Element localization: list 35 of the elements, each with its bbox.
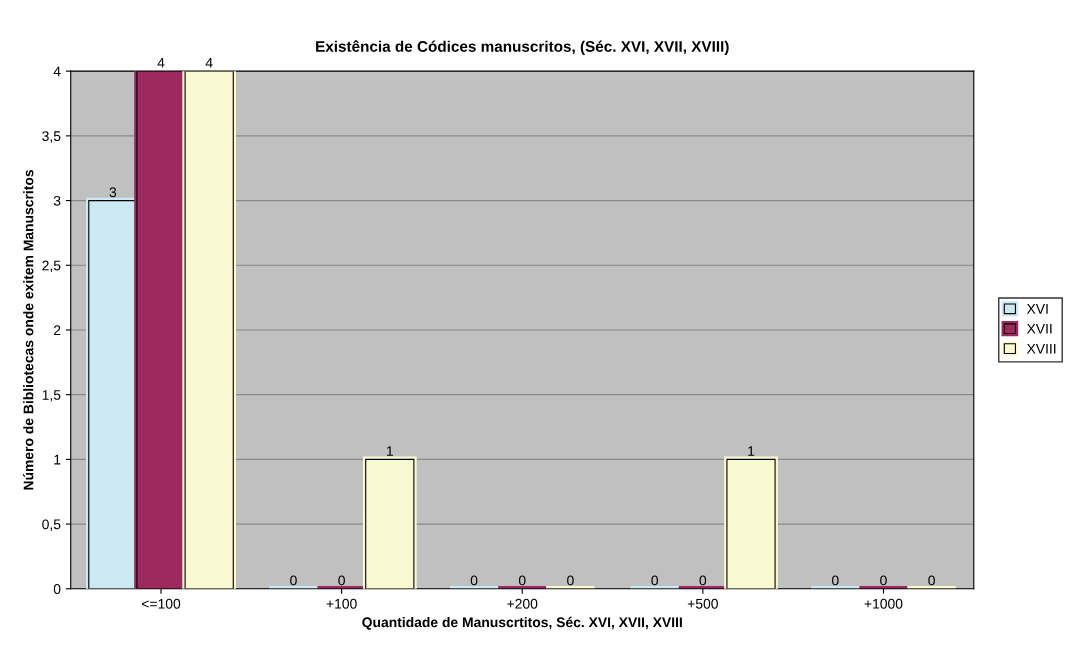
data-label: 0 — [928, 575, 935, 586]
data-label: 0 — [290, 575, 297, 586]
legend-label: XVII — [1026, 324, 1052, 334]
x-tick-label: +100 — [326, 598, 357, 609]
data-label: 4 — [157, 58, 165, 68]
y-tick-label: 1 — [54, 454, 61, 465]
legend-label: XVI — [1026, 304, 1048, 314]
x-tick-label: +200 — [507, 598, 538, 609]
chart-title: Existência de Códices manuscritos, (Séc. XVI, XVII, XVIII) — [316, 40, 729, 55]
data-label: 4 — [205, 58, 213, 68]
y-tick-label: 3,5 — [42, 131, 61, 143]
x-axis-title: Quantidade de Manuscrtitos, Séc. XVI, XVII, XVIII — [362, 616, 682, 630]
data-label: 1 — [386, 446, 393, 456]
y-axis-title: Número de Bibliotecas onde exitem Manuscritos — [23, 170, 34, 490]
data-label: 0 — [470, 575, 478, 586]
y-tick-label: 4 — [53, 66, 61, 77]
data-label: 0 — [880, 575, 887, 586]
x-tick-label: +500 — [687, 598, 718, 609]
y-tick-label: 1,5 — [42, 390, 61, 402]
legend-label: XVIII — [1026, 343, 1056, 354]
data-label: 0 — [518, 575, 526, 586]
y-tick-label: 0 — [53, 584, 61, 594]
data-label: 1 — [748, 446, 755, 456]
data-label: 0 — [699, 575, 707, 586]
x-tick-label: +1000 — [864, 598, 903, 609]
data-label: 3 — [109, 187, 117, 198]
data-label: 0 — [831, 575, 839, 586]
data-label: 0 — [567, 575, 574, 586]
y-tick-label: 2 — [53, 325, 61, 335]
y-tick-label: 3 — [53, 195, 61, 206]
data-label: 0 — [651, 575, 659, 586]
y-tick-label: 2,5 — [42, 260, 61, 273]
y-tick-label: 0,5 — [42, 519, 61, 531]
x-tick-label: <=100 — [142, 598, 181, 609]
data-label: 0 — [338, 575, 345, 586]
